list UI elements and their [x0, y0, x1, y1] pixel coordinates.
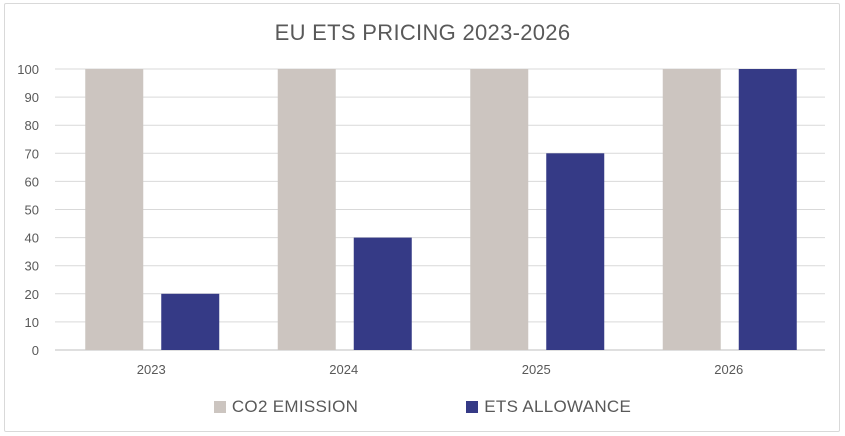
x-tick-label: 2026	[714, 362, 743, 377]
legend-label-ets-allowance: ETS ALLOWANCE	[484, 397, 632, 416]
bar-ets-allowance-2023	[161, 293, 220, 350]
y-tick-label: 20	[25, 287, 39, 302]
y-tick-label: 10	[25, 315, 39, 330]
legend-item-ets-allowance: ETS ALLOWANCE	[466, 397, 631, 417]
legend-item-co2-emission: CO2 EMISSION	[213, 397, 359, 417]
y-tick-label: 100	[17, 62, 39, 77]
legend-swatch-ets-allowance	[466, 401, 479, 413]
bar-ets-allowance-2024	[353, 237, 412, 350]
bar-ets-allowance-2026	[738, 69, 797, 350]
y-tick-label: 30	[25, 259, 39, 274]
legend-label-co2-emission: CO2 EMISSION	[231, 397, 359, 416]
bar-co2-emission-2024	[277, 69, 336, 350]
legend-swatch-co2-emission	[213, 401, 226, 413]
x-tick-label: 2024	[329, 362, 358, 377]
y-tick-label: 0	[32, 343, 39, 358]
y-tick-label: 60	[25, 174, 39, 189]
legend: CO2 EMISSION ETS ALLOWANCE	[0, 397, 845, 417]
y-tick-label: 70	[25, 146, 39, 161]
bar-ets-allowance-2025	[546, 153, 605, 350]
bar-co2-emission-2026	[662, 69, 721, 350]
y-axis-ticks: 0 10 20 30 40 50 60 70 80 90 100	[17, 62, 39, 358]
x-axis-ticks: 2023 2024 2025 2026	[137, 362, 743, 377]
chart-title: EU ETS PRICING 2023-2026	[274, 20, 571, 45]
y-tick-label: 80	[25, 118, 39, 133]
y-tick-label: 50	[25, 203, 39, 218]
bar-co2-emission-2025	[470, 69, 529, 350]
bar-co2-emission-2023	[85, 69, 144, 350]
x-tick-label: 2023	[137, 362, 166, 377]
y-tick-label: 90	[25, 90, 39, 105]
x-tick-label: 2025	[522, 362, 551, 377]
bars	[85, 69, 797, 350]
y-tick-label: 40	[25, 231, 39, 246]
